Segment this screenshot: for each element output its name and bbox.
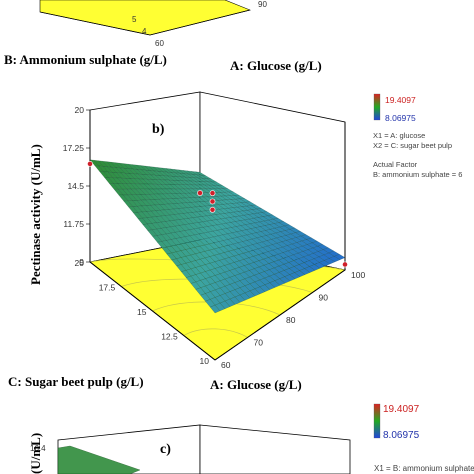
panel-a-axis-a <box>149 9 251 36</box>
panel-b-legend-colorbar <box>373 93 381 121</box>
panel-c-label: c) <box>160 442 171 457</box>
panel-b-legend: 19.4097 8.06975 X1 = A: glucose X2 = C: … <box>373 93 462 179</box>
design-point <box>209 206 216 213</box>
panel-b-label: b) <box>152 122 165 137</box>
panel-b-ylabel: C: Sugar beet pulp (g/L) <box>8 374 144 389</box>
panel-b-legend-line-4: Actual Factor <box>373 160 418 169</box>
panel-c-surface <box>57 445 141 474</box>
panel-c: 16.4 c) (U/mL) 19.4097 8.06975 X1 = B: a… <box>28 403 474 474</box>
z-tick-label: 11.75 <box>63 219 84 229</box>
panel-b-legend-line-2: X2 = C: sugar beet pulp <box>373 141 452 150</box>
panel-a-tick-y-1: 4 <box>142 27 147 36</box>
panel-c-legend-min: 8.06975 <box>383 430 420 441</box>
design-point <box>342 261 348 268</box>
y-tick-label: 20 <box>75 258 85 268</box>
design-point <box>209 190 216 197</box>
panel-c-legend-line-1: X1 = B: ammonium sulphate <box>374 464 474 473</box>
panel-a-tick-x-0: 90 <box>258 0 267 9</box>
y-tick-label: 12.5 <box>161 332 178 342</box>
panel-a: 5 4 90 60 B: Ammonium sulphate (g/L) A: … <box>4 0 322 73</box>
y-tick-label: 17.5 <box>99 283 116 293</box>
design-point <box>197 190 203 196</box>
panel-b-zlabel: Pectinase activity (U/mL) <box>28 144 43 285</box>
panel-c-legend-max: 19.4097 <box>383 404 420 415</box>
panel-a-ylabel: B: Ammonium sulphate (g/L) <box>4 52 167 67</box>
z-tick-label: 20 <box>75 105 85 115</box>
panel-c-back-right-wall <box>199 424 351 474</box>
panel-a-xlabel: A: Glucose (g/L) <box>230 58 322 73</box>
panel-c-legend-colorbar <box>373 403 381 439</box>
surface-cell <box>334 254 346 260</box>
panel-b-legend-line-5: B: ammonium sulphate = 6 <box>373 170 462 179</box>
panel-c-tick-z: 16.4 <box>30 444 46 453</box>
floor-contour-line <box>183 328 248 338</box>
panel-b-legend-min: 8.06975 <box>385 113 416 123</box>
panel-b-legend-line-1: X1 = A: glucose <box>373 131 425 140</box>
y-tick-label: 15 <box>137 307 147 317</box>
panel-b-surface <box>89 159 346 314</box>
z-tick-label: 14.5 <box>67 181 84 191</box>
panel-a-axis-b <box>39 11 151 36</box>
z-tick-label: 9 <box>79 257 84 267</box>
panel-b-design-points <box>87 160 348 268</box>
x-tick-label: 90 <box>319 293 329 303</box>
x-tick-label: 80 <box>286 315 296 325</box>
panel-b-front-left-edge <box>89 261 216 361</box>
panel-b-legend-max: 19.4097 <box>385 95 416 105</box>
z-tick-label: 17.25 <box>63 143 85 153</box>
panel-c-zlabel: (U/mL) <box>28 433 43 474</box>
y-tick-label: 10 <box>200 356 210 366</box>
design-point <box>87 160 93 167</box>
panel-b-xlabel: A: Glucose (g/L) <box>210 377 302 392</box>
panel-b-front-right-edge <box>214 269 346 361</box>
design-point <box>209 198 216 205</box>
panel-a-tick-extra: 60 <box>155 39 164 48</box>
x-tick-label: 70 <box>254 338 264 348</box>
panel-a-tick-y-0: 5 <box>132 15 137 24</box>
x-tick-label: 100 <box>351 270 365 280</box>
x-tick-label: 60 <box>221 360 231 370</box>
